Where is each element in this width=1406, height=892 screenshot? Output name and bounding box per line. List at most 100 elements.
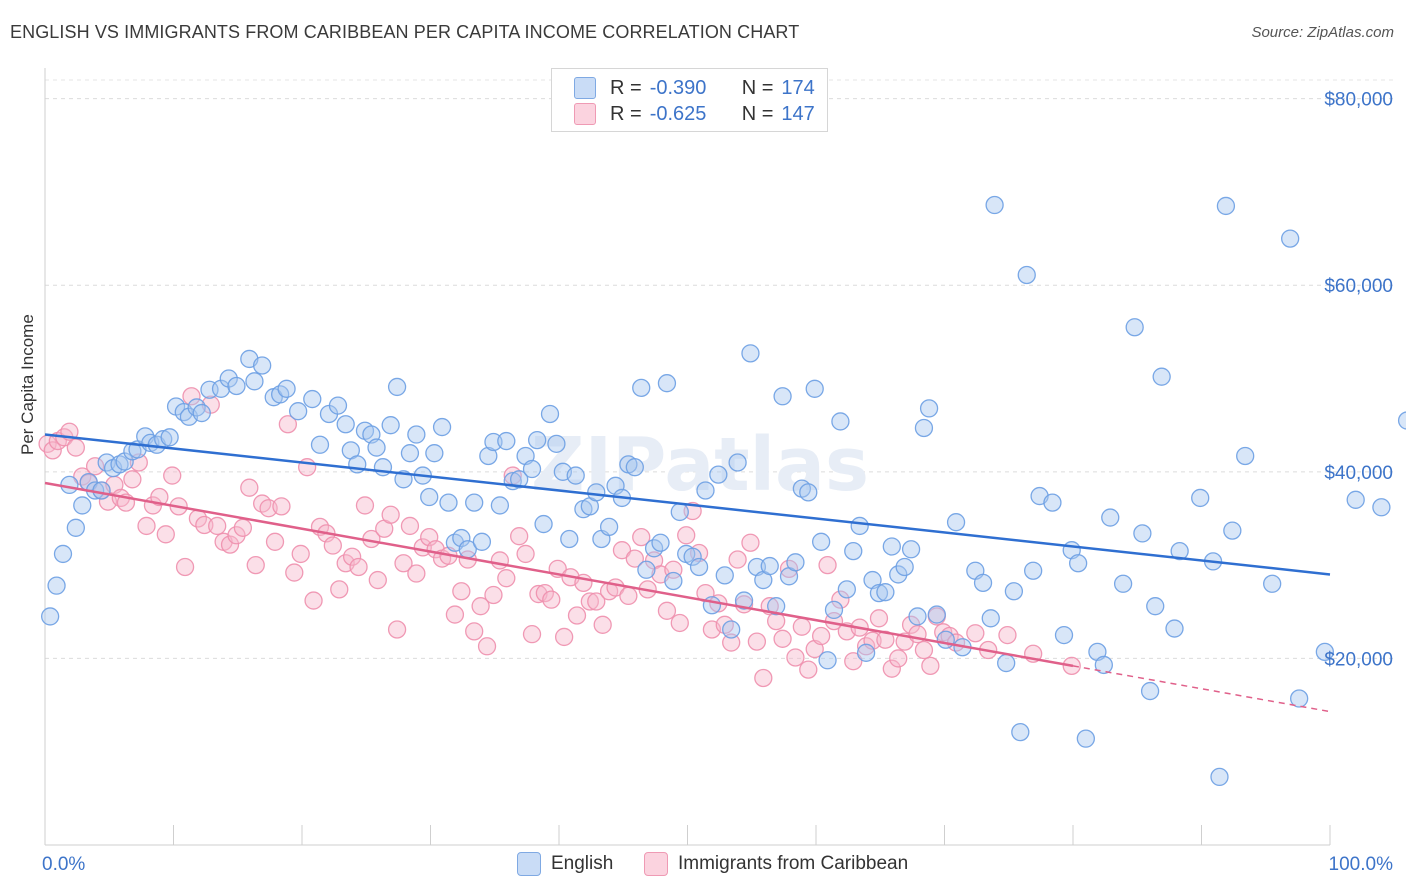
caribbean-point	[220, 535, 240, 554]
legend-item-english[interactable]: English	[517, 852, 613, 876]
caribbean-point	[741, 533, 760, 552]
caribbean-point	[811, 626, 831, 646]
caribbean-point	[966, 624, 985, 643]
english-point	[1133, 524, 1152, 543]
caribbean-point	[452, 582, 471, 601]
english-point	[310, 435, 330, 454]
english-point	[844, 541, 863, 561]
source-credit: Source: ZipAtlas.com	[1251, 24, 1394, 41]
english-point	[908, 607, 927, 626]
caribbean-point	[580, 592, 599, 611]
caribbean-point	[683, 501, 702, 521]
caribbean-point	[233, 518, 253, 537]
english-point	[1101, 508, 1120, 527]
y-tick-label: $40,000	[1324, 463, 1393, 484]
caribbean-point	[123, 470, 142, 489]
english-point	[1223, 521, 1242, 540]
caribbean-point	[240, 478, 259, 497]
english-point	[728, 453, 747, 472]
english-point	[1281, 229, 1300, 248]
caribbean-point	[998, 625, 1017, 645]
english-swatch	[517, 852, 541, 876]
english-point	[936, 630, 955, 649]
y-tick-label: $60,000	[1324, 276, 1393, 297]
tick-labels: $20,000 $40,000 $60,000 $80,000 0.0% 100.0%	[42, 90, 1393, 875]
english-point	[670, 502, 689, 522]
caribbean-point	[779, 559, 799, 579]
english-point	[303, 389, 322, 409]
x-tick-label: 0.0%	[42, 854, 85, 875]
caribbean-point	[786, 648, 805, 667]
english-point	[1315, 642, 1335, 662]
caribbean-point	[265, 532, 285, 551]
english-point	[328, 396, 348, 415]
english-point	[805, 379, 824, 398]
caribbean-point	[195, 515, 214, 535]
caribbean-point	[882, 659, 901, 678]
english-point	[497, 431, 516, 451]
caribbean-point	[490, 551, 510, 570]
english-point	[40, 607, 60, 626]
caribbean-trend-line	[44, 481, 1074, 668]
english-point	[850, 516, 869, 536]
caribbean-point	[465, 622, 484, 641]
caribbean-point	[163, 466, 182, 485]
english-point	[452, 528, 471, 548]
english-point	[484, 432, 503, 452]
english-point	[981, 609, 1000, 628]
caribbean-point	[208, 516, 227, 536]
english-point	[587, 483, 606, 502]
english-point	[1146, 597, 1165, 616]
english-point	[683, 547, 702, 566]
english-point	[651, 533, 670, 552]
legend-item-caribbean[interactable]: Immigrants from Caribbean	[644, 852, 908, 876]
english-point	[560, 529, 579, 549]
n-label: N =	[741, 76, 774, 99]
english-point	[889, 565, 908, 584]
english-point	[53, 544, 73, 564]
english-point	[722, 620, 741, 639]
caribbean-point	[670, 613, 689, 633]
english-point	[1043, 493, 1062, 512]
english-point	[510, 470, 529, 489]
english-point	[407, 425, 426, 444]
caribbean-point	[792, 617, 812, 636]
english-point	[367, 438, 386, 457]
english-point	[657, 374, 677, 393]
english-point	[1011, 722, 1030, 742]
caribbean-point	[43, 441, 62, 460]
caribbean-point	[323, 536, 342, 555]
x-tick-label: 100.0%	[1329, 854, 1394, 875]
english-point	[425, 444, 444, 463]
english-point	[432, 417, 452, 437]
stats-row-english: R = -0.390 N = 174	[574, 76, 815, 100]
english-point	[490, 496, 510, 515]
english-point	[709, 465, 728, 484]
caribbean-swatch	[574, 103, 596, 125]
caribbean-point	[497, 569, 516, 588]
english-point	[73, 496, 92, 515]
caribbean-point	[722, 633, 741, 652]
english-point	[824, 600, 844, 620]
caribbean-point	[394, 554, 413, 573]
english-point	[420, 487, 439, 507]
english-point	[927, 605, 946, 624]
caribbean-point	[355, 496, 375, 515]
caribbean-point	[150, 487, 169, 507]
english-point	[1236, 446, 1255, 466]
y-tick-label: $80,000	[1324, 90, 1393, 111]
caribbean-point	[677, 526, 696, 545]
caribbean-point	[387, 620, 407, 639]
caribbean-point	[66, 438, 85, 457]
trend-lines	[44, 433, 1331, 713]
english-point	[381, 416, 400, 435]
english-point	[245, 372, 264, 391]
caribbean-trend-extension	[1072, 665, 1331, 713]
y-tick-label: $20,000	[1324, 649, 1393, 670]
english-point	[1216, 196, 1236, 216]
english-point	[741, 344, 760, 363]
english-point	[1170, 541, 1189, 561]
caribbean-point	[516, 544, 535, 564]
english-point	[856, 643, 876, 662]
caribbean-point	[304, 591, 323, 610]
